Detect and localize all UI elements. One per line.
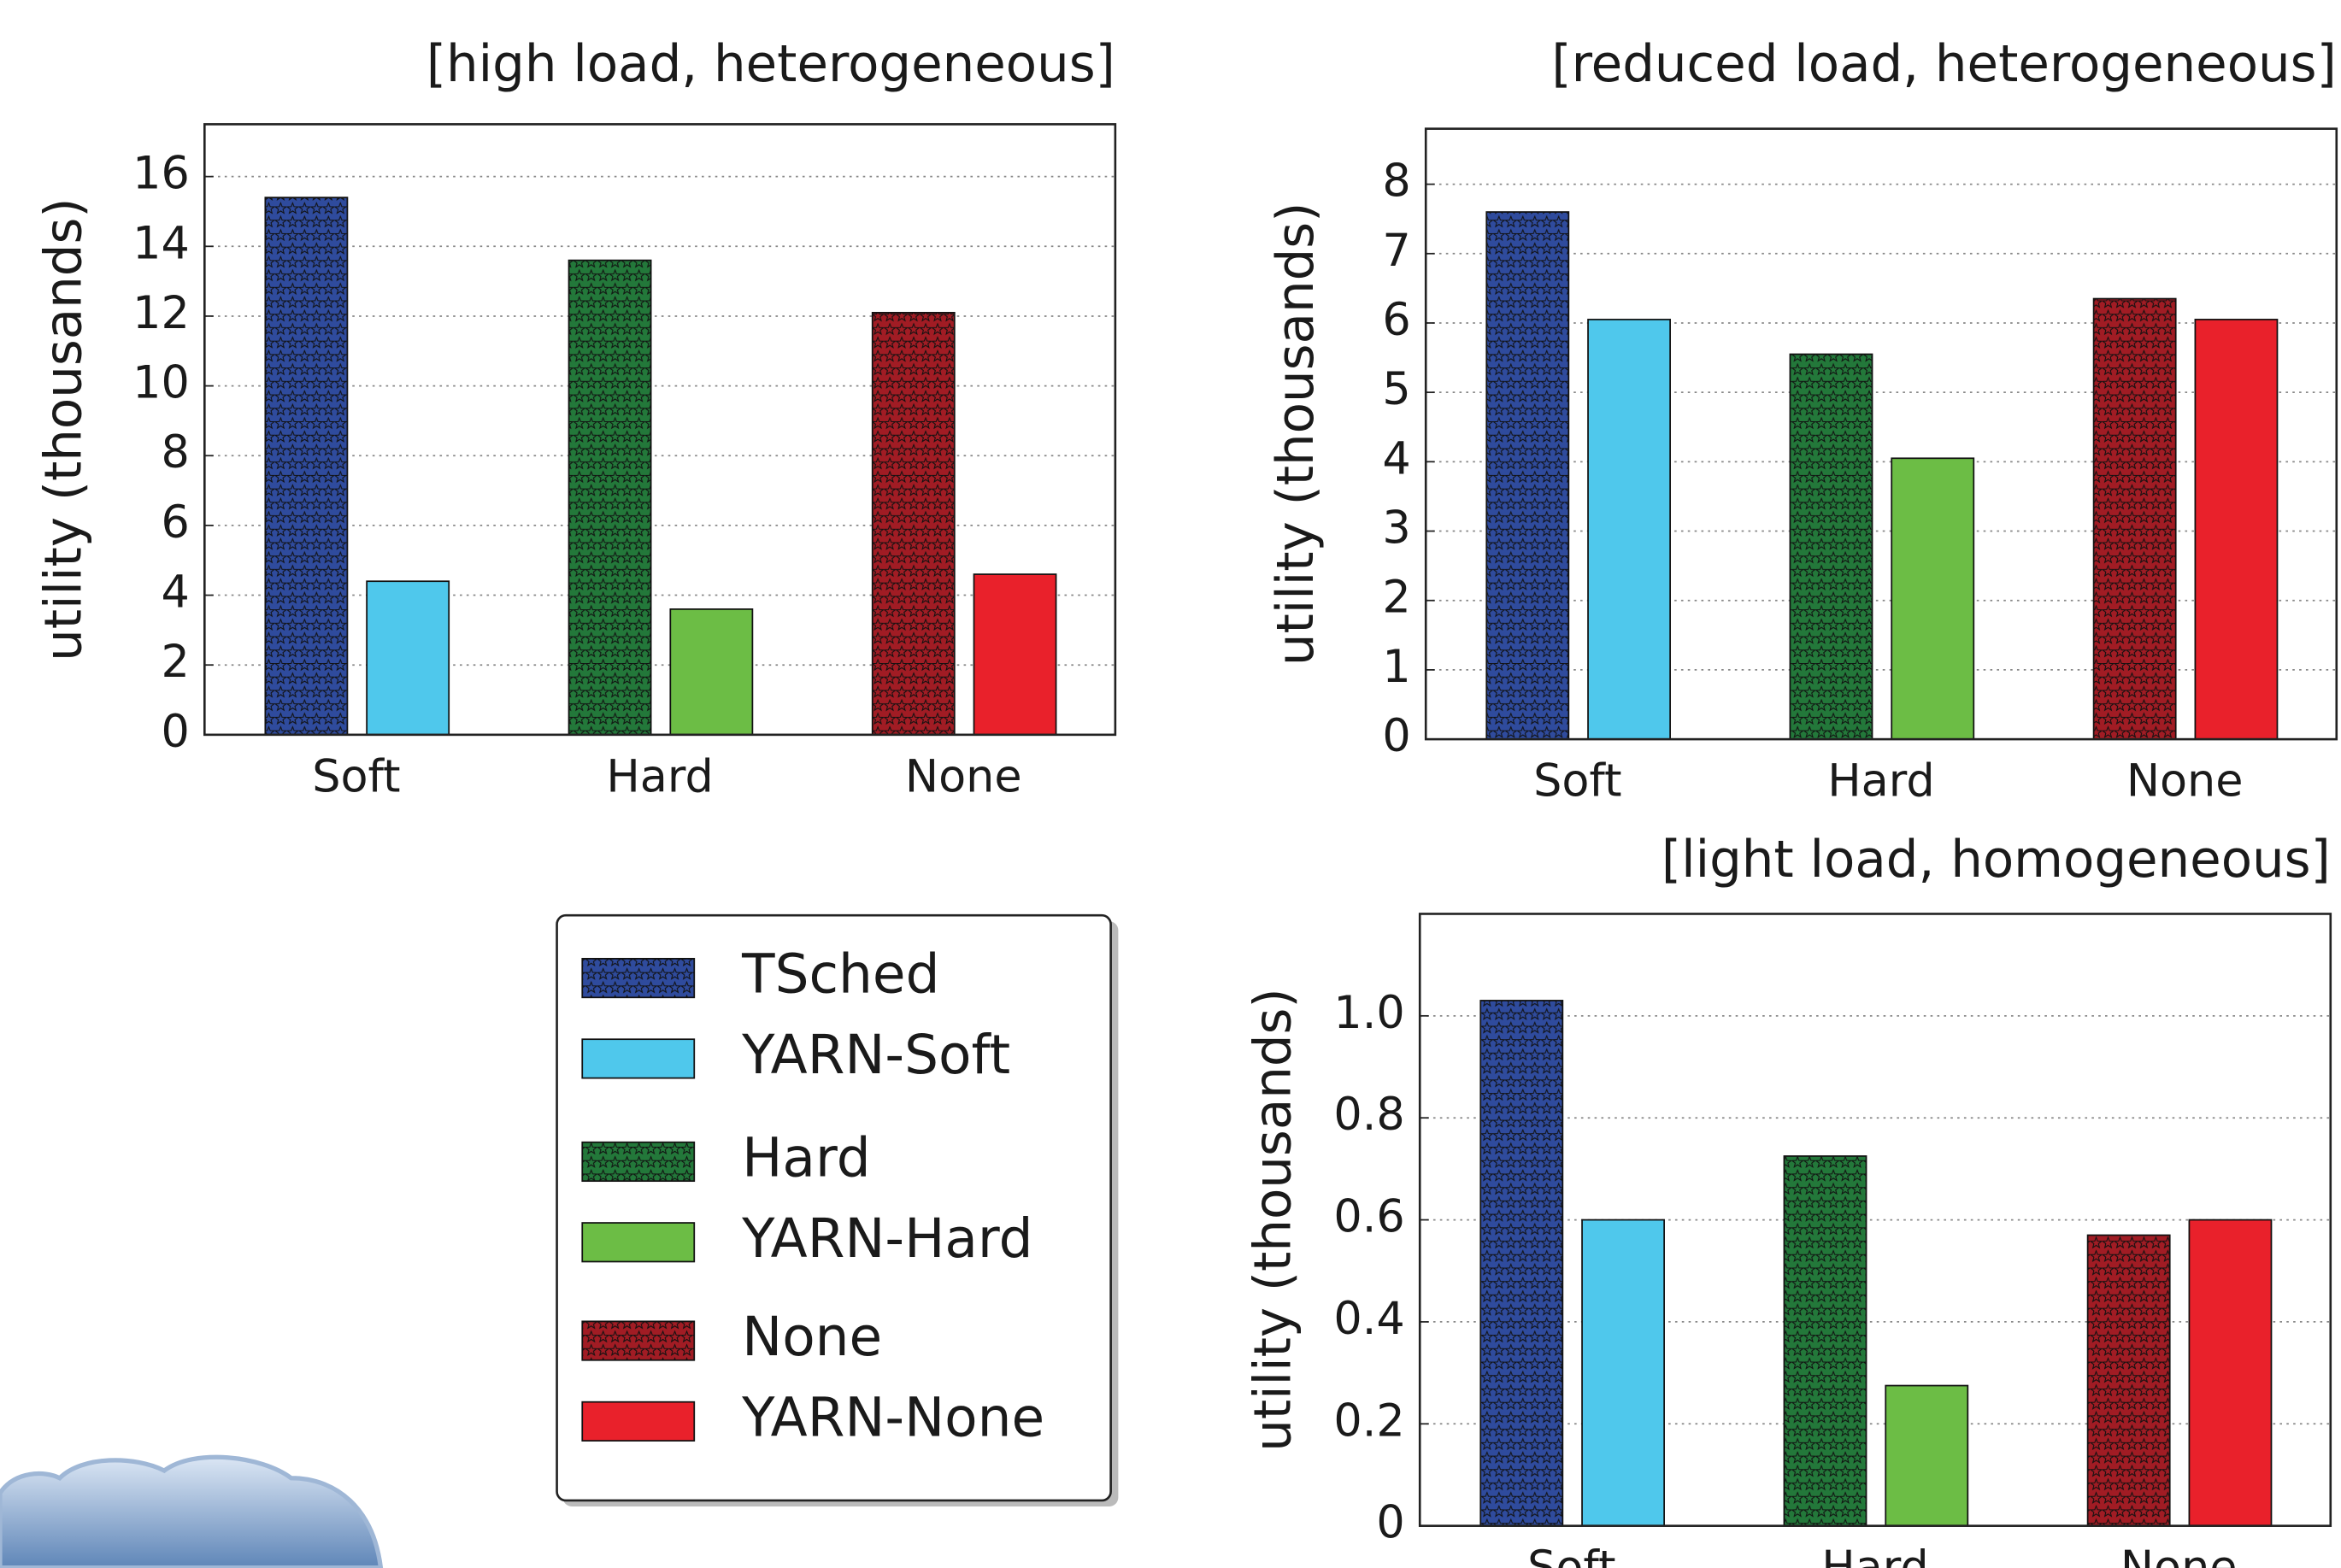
legend-swatch bbox=[581, 1038, 696, 1079]
y-tick-label: 0.4 bbox=[1333, 1293, 1404, 1345]
legend-label: YARN-Hard bbox=[741, 1207, 1032, 1270]
bar bbox=[1485, 211, 1570, 740]
y-tick-label: 6 bbox=[1382, 294, 1410, 346]
x-tick-label: Soft bbox=[1533, 755, 1621, 807]
bar bbox=[871, 311, 956, 736]
plot-frame bbox=[203, 123, 1117, 737]
bar bbox=[366, 580, 450, 736]
bar bbox=[1479, 1000, 1564, 1527]
legend-label: Hard bbox=[742, 1127, 870, 1189]
bar bbox=[264, 197, 349, 736]
y-tick-label: 8 bbox=[1382, 156, 1410, 208]
bar bbox=[1587, 319, 1671, 740]
x-tick-label: None bbox=[2126, 755, 2244, 807]
y-tick-label: 7 bbox=[1382, 225, 1410, 277]
y-tick-label: 6 bbox=[162, 496, 190, 549]
plot-frame bbox=[1418, 913, 2332, 1527]
y-axis-label: utility (thousands) bbox=[1267, 203, 1326, 666]
bar bbox=[1581, 1219, 1665, 1527]
y-tick-label: 0.6 bbox=[1333, 1191, 1404, 1243]
y-tick-label: 1 bbox=[1382, 641, 1410, 693]
y-tick-label: 0.8 bbox=[1333, 1089, 1404, 1141]
legend-label: YARN-None bbox=[741, 1386, 1044, 1448]
bar bbox=[2194, 319, 2279, 740]
x-tick-label: Hard bbox=[1827, 755, 1934, 807]
bar bbox=[2092, 297, 2177, 740]
y-tick-label: 4 bbox=[162, 567, 190, 619]
y-tick-label: 4 bbox=[1382, 432, 1410, 484]
y-axis-label: utility (thousands) bbox=[1244, 988, 1303, 1451]
y-tick-label: 12 bbox=[132, 287, 190, 339]
bar bbox=[669, 608, 754, 736]
bar bbox=[1789, 353, 1873, 740]
y-axis-label: utility (thousands) bbox=[35, 197, 94, 661]
x-tick-label: Hard bbox=[606, 750, 713, 802]
legend-swatch bbox=[581, 1141, 696, 1183]
legend-label: TSched bbox=[741, 943, 939, 1006]
x-tick-label: Soft bbox=[1527, 1542, 1615, 1568]
x-tick-label: None bbox=[905, 750, 1022, 802]
y-tick-label: 3 bbox=[1382, 502, 1410, 555]
y-tick-label: 0 bbox=[1382, 710, 1410, 762]
y-tick-label: 0.2 bbox=[1333, 1395, 1404, 1447]
legend-swatch bbox=[581, 1320, 696, 1361]
chart-title: [reduced load, heterogeneous] bbox=[1551, 35, 2336, 94]
cloud-icon bbox=[0, 1454, 384, 1568]
bar bbox=[1885, 1384, 1969, 1527]
legend-swatch bbox=[581, 1401, 696, 1442]
plot-frame bbox=[1424, 127, 2338, 741]
legend-label: None bbox=[742, 1306, 882, 1368]
legend-box bbox=[556, 913, 1112, 1502]
bar bbox=[1783, 1155, 1868, 1527]
y-tick-label: 2 bbox=[162, 636, 190, 688]
bar bbox=[568, 259, 652, 736]
bar bbox=[2086, 1234, 2171, 1527]
y-tick-label: 0 bbox=[162, 706, 190, 758]
y-tick-label: 0 bbox=[1376, 1497, 1404, 1549]
chart-title: [high load, heterogeneous] bbox=[426, 35, 1115, 94]
x-tick-label: Hard bbox=[1821, 1542, 1928, 1568]
x-tick-label: Soft bbox=[312, 750, 400, 802]
legend-label: YARN-Soft bbox=[741, 1024, 1010, 1086]
y-tick-label: 16 bbox=[132, 148, 190, 200]
bar bbox=[1891, 457, 1975, 740]
y-tick-label: 5 bbox=[1382, 363, 1410, 415]
x-tick-label: None bbox=[2120, 1542, 2238, 1568]
legend-swatch bbox=[581, 958, 696, 999]
bar bbox=[973, 573, 1057, 736]
y-tick-label: 2 bbox=[1382, 572, 1410, 624]
y-tick-label: 14 bbox=[132, 217, 190, 269]
y-tick-label: 10 bbox=[132, 357, 190, 409]
legend-swatch bbox=[581, 1222, 696, 1263]
bar bbox=[2188, 1219, 2273, 1527]
y-tick-label: 8 bbox=[162, 426, 190, 479]
chart-title: [light load, homogeneous] bbox=[1662, 831, 2331, 890]
y-tick-label: 1.0 bbox=[1333, 987, 1404, 1039]
